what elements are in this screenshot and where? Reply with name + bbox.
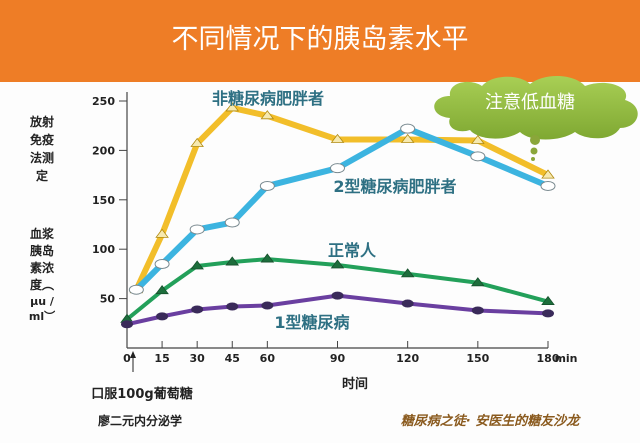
watermark: 糖尿病之徒· 安医生的糖友沙龙 xyxy=(401,413,581,429)
data-point-triangle xyxy=(471,134,485,144)
quantity-label-line: 血浆 xyxy=(30,226,55,241)
data-point-ellipse xyxy=(191,305,204,314)
data-point-ellipse xyxy=(261,301,274,310)
x-tick-label: 30 xyxy=(190,352,206,365)
data-point-ellipse xyxy=(224,217,240,228)
data-point-triangle xyxy=(330,259,345,269)
y-tick-label: 250 xyxy=(92,95,115,108)
dose-arrowhead-icon xyxy=(130,351,136,358)
cloud-dot xyxy=(530,147,538,155)
data-point-ellipse xyxy=(226,302,239,311)
data-point-triangle xyxy=(225,102,240,112)
method-label-line: 免疫 xyxy=(30,132,54,147)
data-point-ellipse xyxy=(331,291,344,300)
x-axis-label: 时间 xyxy=(342,376,368,392)
data-point-ellipse xyxy=(542,309,554,318)
series-label: 1型糖尿病 xyxy=(274,313,349,332)
data-point-ellipse xyxy=(154,259,170,270)
x-tick-label: 150 xyxy=(466,352,489,365)
method-label-line: 放射 xyxy=(29,114,54,129)
quantity-label-line: 素浓 xyxy=(30,260,55,275)
y-tick-label: 50 xyxy=(100,293,116,306)
x-tick-label: 180 xyxy=(537,352,560,365)
data-point-triangle xyxy=(330,133,345,143)
data-point-triangle xyxy=(190,260,204,270)
data-point-ellipse xyxy=(401,299,414,308)
x-tick-label: 60 xyxy=(260,352,276,365)
data-point-ellipse xyxy=(400,123,416,134)
series-1: 2型糖尿病肥胖者 xyxy=(128,123,556,295)
quantity-label-line: ml︶ xyxy=(29,309,56,323)
series-label: 2型糖尿病肥胖者 xyxy=(333,177,456,196)
data-point-ellipse xyxy=(330,163,345,174)
x-tick-label: 90 xyxy=(330,352,346,365)
y-tick-label: 100 xyxy=(92,243,115,256)
dose-annotation: 口服100g葡萄糖 xyxy=(91,386,192,402)
callout-cloud: 注意低血糖 xyxy=(434,75,638,161)
series-0: 非糖尿病肥胖者 xyxy=(129,89,555,294)
data-point-ellipse xyxy=(128,284,144,295)
quantity-label-line: 胰岛 xyxy=(30,243,54,258)
x-tick-label: 0 xyxy=(123,352,131,365)
data-point-ellipse xyxy=(540,180,556,191)
data-point-triangle xyxy=(260,253,275,263)
method-label-line: 法测 xyxy=(30,150,54,165)
quantity-label-line: μu / xyxy=(30,295,55,308)
title-bar xyxy=(0,0,640,82)
data-point-triangle xyxy=(541,169,555,179)
x-tick-label: 120 xyxy=(396,352,419,365)
x-tick-label: 15 xyxy=(154,352,169,365)
data-point-ellipse xyxy=(470,151,486,162)
data-point-triangle xyxy=(471,277,485,287)
data-point-ellipse xyxy=(189,224,205,235)
data-point-triangle xyxy=(190,137,204,147)
data-point-ellipse xyxy=(121,320,133,329)
data-point-triangle xyxy=(225,256,240,266)
quantity-label-line: 度︵ xyxy=(30,277,55,292)
callout-text: 注意低血糖 xyxy=(485,92,575,113)
data-point-triangle xyxy=(260,110,275,120)
data-point-triangle xyxy=(400,133,415,143)
series-3: 1型糖尿病 xyxy=(121,291,554,332)
y-tick-label: 150 xyxy=(92,194,115,207)
y-tick-label: 200 xyxy=(92,144,115,157)
x-unit-label: min xyxy=(554,352,577,365)
data-point-triangle xyxy=(541,295,555,305)
page-title: 不同情况下的胰岛素水平 xyxy=(172,24,469,55)
series-2: 正常人 xyxy=(120,241,555,323)
source-label: 廖二元内分泌学 xyxy=(98,413,182,428)
left-labels: 放射 免疫 法测 定 血浆 胰岛 素浓 度︵ μu / ml︶ xyxy=(29,114,56,323)
data-point-triangle xyxy=(155,228,169,238)
cloud-shape xyxy=(434,75,638,140)
data-point-ellipse xyxy=(156,312,169,321)
data-point-ellipse xyxy=(471,306,484,315)
cloud-dot xyxy=(530,135,540,145)
series-label: 非糖尿病肥胖者 xyxy=(212,89,324,108)
data-point-triangle xyxy=(155,285,169,295)
data-point-ellipse xyxy=(259,180,275,191)
x-tick-label: 45 xyxy=(225,352,240,365)
method-label-line: 定 xyxy=(36,168,48,183)
cloud-dot xyxy=(531,157,535,161)
series-label: 正常人 xyxy=(328,241,377,260)
data-point-triangle xyxy=(400,268,415,278)
